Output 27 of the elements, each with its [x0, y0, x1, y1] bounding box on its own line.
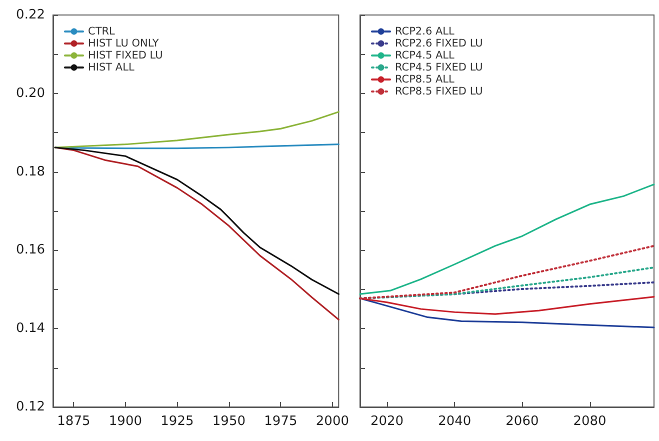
- x-tick-label: 2020: [370, 414, 404, 429]
- x-tick-label: 1975: [264, 414, 298, 429]
- x-tick-label: 2000: [316, 414, 350, 429]
- line-series: [54, 111, 340, 148]
- x-tick-label: 1875: [57, 414, 90, 429]
- legend-label: RCP2.6 ALL: [395, 26, 455, 38]
- legend-label: HIST ALL: [88, 62, 134, 74]
- legend-label: CTRL: [88, 26, 116, 38]
- y-tick-label: 0.18: [16, 164, 45, 180]
- x-tick-label: 1900: [108, 414, 142, 429]
- y-tick-label: 0.14: [16, 321, 45, 336]
- legend-label: HIST FIXED LU: [88, 50, 163, 62]
- x-tick-label: 2060: [506, 414, 539, 429]
- y-tick-label: 0.22: [16, 8, 45, 22]
- x-tick-label: 1950: [212, 414, 246, 429]
- legend-label: RCP8.5 FIXED LU: [395, 86, 483, 98]
- x-tick-label: 2080: [573, 414, 606, 429]
- x-tick-label: 1925: [160, 414, 194, 429]
- legend-label: RCP2.6 FIXED LU: [395, 38, 483, 50]
- legend-label: RCP4.5 FIXED LU: [395, 62, 483, 74]
- legend-label: HIST LU ONLY: [88, 38, 160, 50]
- y-tick-label: 0.12: [16, 400, 45, 414]
- y-tick-label: 0.16: [16, 242, 45, 258]
- x-tick-label: 2040: [438, 414, 472, 429]
- y-tick-label: 0.20: [16, 86, 45, 101]
- legend-label: RCP8.5 ALL: [395, 74, 455, 86]
- legend-label: RCP4.5 ALL: [395, 50, 455, 62]
